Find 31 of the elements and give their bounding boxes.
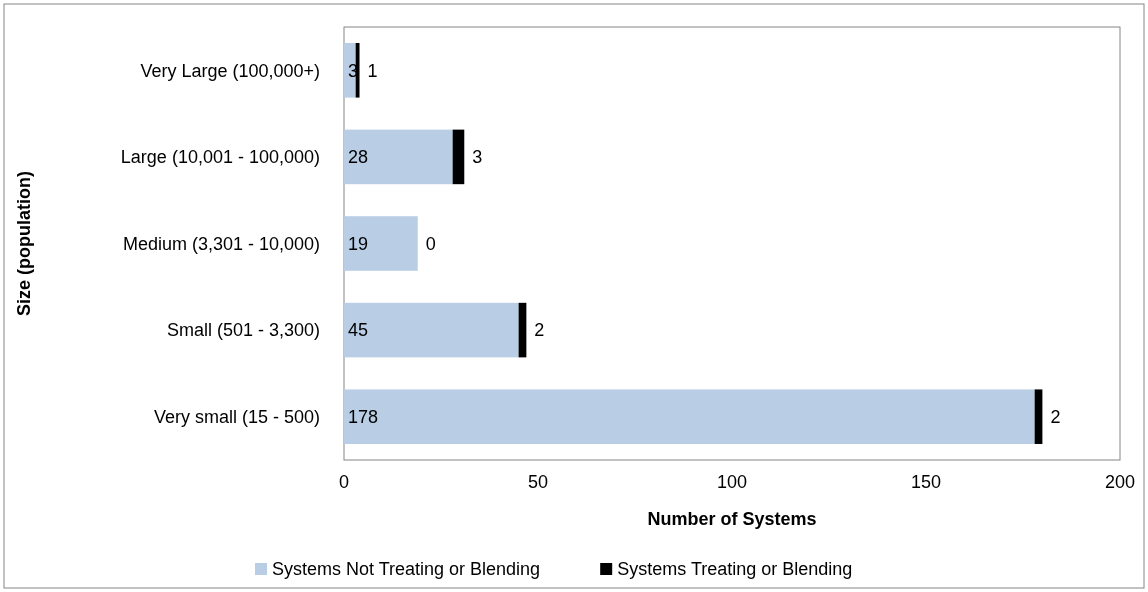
bar xyxy=(355,43,360,98)
data-label: 178 xyxy=(348,407,379,427)
bar xyxy=(1034,389,1043,444)
bar xyxy=(344,129,453,185)
data-label: 28 xyxy=(348,147,369,168)
bar xyxy=(452,129,465,185)
y-axis-title: Size (population) xyxy=(14,171,34,316)
bar xyxy=(344,302,519,358)
data-label: 2 xyxy=(1050,407,1061,427)
x-tick-label: 50 xyxy=(527,472,549,492)
data-label: 0 xyxy=(425,233,436,254)
bar xyxy=(344,216,418,271)
y-tick-label: Small (501 - 3,300) xyxy=(166,320,320,341)
x-axis-title: Number of Systems xyxy=(647,509,817,529)
data-label: 45 xyxy=(348,320,369,341)
data-label: 1 xyxy=(367,60,378,81)
y-tick-label: Medium (3,301 - 10,000) xyxy=(122,233,320,254)
y-tick-label: Large (10,001 - 100,000) xyxy=(120,147,320,168)
data-label: 2 xyxy=(534,320,545,341)
data-label: 3 xyxy=(472,147,483,168)
legend-label: Systems Treating or Blending xyxy=(617,559,853,579)
y-tick-label: Very Large (100,000+) xyxy=(140,60,320,81)
x-tick-label: 200 xyxy=(1104,472,1136,492)
legend-label: Systems Not Treating or Blending xyxy=(272,559,541,579)
bar xyxy=(344,389,1035,444)
x-tick-label: 150 xyxy=(910,472,942,492)
bar xyxy=(344,43,356,98)
data-label: 19 xyxy=(348,233,369,254)
x-tick-label: 100 xyxy=(716,472,748,492)
y-tick-label: Very small (15 - 500) xyxy=(153,407,320,427)
x-tick-label: 0 xyxy=(338,472,350,492)
